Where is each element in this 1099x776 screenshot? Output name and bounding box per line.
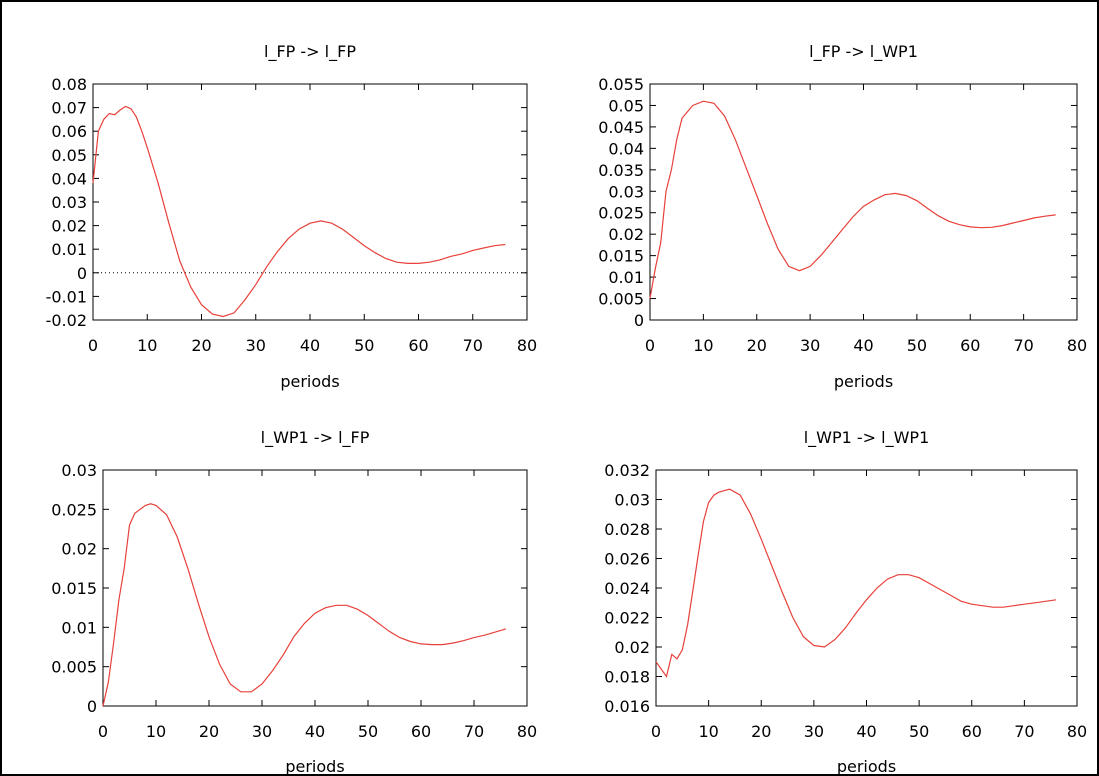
y-tick-label: 0.05 xyxy=(51,146,87,165)
x-axis-label: periods xyxy=(834,372,893,391)
x-tick-label: 50 xyxy=(354,336,374,355)
x-tick-label: 20 xyxy=(199,722,219,741)
y-tick-label: 0 xyxy=(634,311,644,330)
x-tick-label: 60 xyxy=(411,722,431,741)
x-tick-label: 40 xyxy=(305,722,325,741)
y-tick-label: 0.022 xyxy=(604,609,650,628)
y-tick-label: 0.03 xyxy=(608,182,644,201)
y-tick-label: 0.02 xyxy=(51,217,87,236)
x-tick-label: 60 xyxy=(960,336,980,355)
chart-title: l_FP -> l_WP1 xyxy=(809,42,918,62)
impulse-response-line xyxy=(655,488,1057,678)
plot-border xyxy=(655,469,1078,707)
x-tick-label: 10 xyxy=(137,336,157,355)
y-tick-label: 0.005 xyxy=(51,658,97,677)
x-tick-label: 70 xyxy=(463,336,483,355)
y-tick-label: 0.08 xyxy=(51,75,87,94)
y-tick-label: 0.024 xyxy=(604,579,650,598)
y-tick-label: -0.01 xyxy=(46,287,87,306)
x-tick-label: 30 xyxy=(800,336,820,355)
y-tick-label: 0.018 xyxy=(604,668,650,687)
impulse-response-line xyxy=(649,100,1056,299)
x-tick-label: 10 xyxy=(693,336,713,355)
x-tick-label: 50 xyxy=(907,336,927,355)
y-tick-label: 0.032 xyxy=(604,461,650,480)
x-tick-label: 0 xyxy=(651,722,661,741)
x-tick-label: 70 xyxy=(1014,722,1034,741)
x-tick-label: 30 xyxy=(246,336,266,355)
x-tick-label: 20 xyxy=(751,722,771,741)
y-tick-label: -0.02 xyxy=(46,311,87,330)
y-tick-label: 0.026 xyxy=(604,550,650,569)
y-tick-label: 0.03 xyxy=(61,461,97,480)
x-tick-label: 20 xyxy=(191,336,211,355)
plot-border xyxy=(92,83,528,321)
y-tick-label: 0.016 xyxy=(604,697,650,716)
impulse-response-line xyxy=(102,503,506,707)
y-tick-label: 0.025 xyxy=(51,500,97,519)
x-tick-label: 60 xyxy=(962,722,982,741)
y-tick-label: 0.02 xyxy=(614,638,650,657)
y-tick-label: 0.01 xyxy=(51,240,87,259)
y-tick-label: 0.015 xyxy=(51,579,97,598)
x-tick-label: 60 xyxy=(408,336,428,355)
x-tick-label: 10 xyxy=(146,722,166,741)
x-tick-label: 80 xyxy=(517,336,537,355)
y-tick-label: 0.03 xyxy=(614,491,650,510)
y-tick-label: 0.07 xyxy=(51,99,87,118)
y-tick-label: 0.01 xyxy=(61,618,97,637)
y-tick-label: 0.02 xyxy=(608,225,644,244)
plot-border xyxy=(649,83,1078,321)
x-axis-label: periods xyxy=(285,757,344,776)
y-tick-label: 0.05 xyxy=(608,96,644,115)
x-tick-label: 0 xyxy=(88,336,98,355)
x-tick-label: 50 xyxy=(358,722,378,741)
x-axis-label: periods xyxy=(837,757,896,776)
y-tick-label: 0.045 xyxy=(598,118,644,137)
y-tick-label: 0.04 xyxy=(608,139,644,158)
x-tick-label: 70 xyxy=(1013,336,1033,355)
chart-title: l_FP -> l_FP xyxy=(264,42,356,62)
y-tick-label: 0.02 xyxy=(61,540,97,559)
x-tick-label: 0 xyxy=(645,336,655,355)
x-tick-label: 40 xyxy=(856,722,876,741)
y-tick-label: 0.06 xyxy=(51,122,87,141)
x-tick-label: 80 xyxy=(1067,336,1087,355)
chart-title: l_WP1 -> l_FP xyxy=(261,428,370,448)
y-tick-label: 0.04 xyxy=(51,169,87,188)
y-tick-label: 0.055 xyxy=(598,75,644,94)
y-tick-label: 0.025 xyxy=(598,204,644,223)
y-tick-label: 0 xyxy=(87,697,97,716)
y-tick-label: 0.005 xyxy=(598,290,644,309)
plot-border xyxy=(102,469,528,707)
x-tick-label: 10 xyxy=(698,722,718,741)
x-tick-label: 20 xyxy=(747,336,767,355)
impulse-response-line xyxy=(92,105,506,318)
x-tick-label: 50 xyxy=(909,722,929,741)
x-tick-label: 80 xyxy=(1067,722,1087,741)
x-tick-label: 80 xyxy=(517,722,537,741)
y-tick-label: 0.01 xyxy=(608,268,644,287)
x-tick-label: 70 xyxy=(464,722,484,741)
x-axis-label: periods xyxy=(280,372,339,391)
y-tick-label: 0.028 xyxy=(604,520,650,539)
x-tick-label: 40 xyxy=(300,336,320,355)
y-tick-label: 0.03 xyxy=(51,193,87,212)
chart-title: l_WP1 -> l_WP1 xyxy=(804,428,930,448)
y-tick-label: 0.015 xyxy=(598,247,644,266)
y-tick-label: 0 xyxy=(77,264,87,283)
x-tick-label: 30 xyxy=(252,722,272,741)
x-tick-label: 40 xyxy=(853,336,873,355)
x-tick-label: 30 xyxy=(804,722,824,741)
y-tick-label: 0.035 xyxy=(598,161,644,180)
x-tick-label: 0 xyxy=(98,722,108,741)
